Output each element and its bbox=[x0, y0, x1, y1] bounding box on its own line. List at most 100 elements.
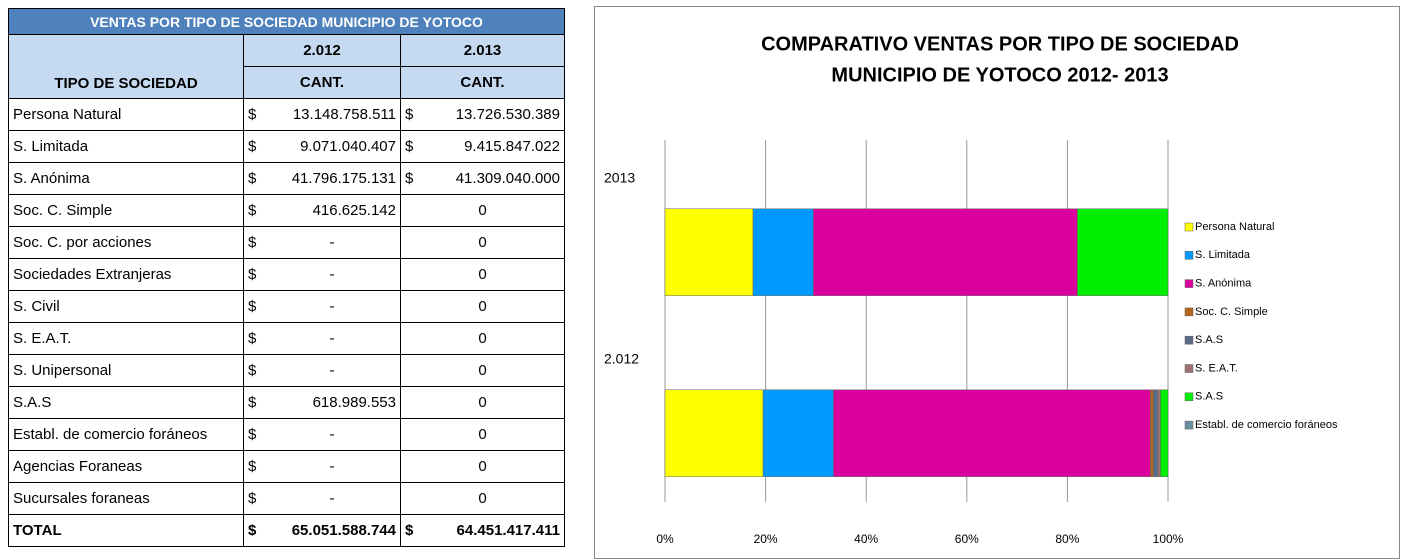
currency-cell: $ bbox=[243, 98, 264, 131]
legend-swatch bbox=[1184, 364, 1194, 373]
value-cell: 13.726.530.389 bbox=[421, 98, 565, 131]
value-cell: - bbox=[264, 482, 401, 515]
table-row: S. E.A.T. $ -0 bbox=[8, 322, 565, 355]
bar-segment bbox=[762, 389, 834, 477]
currency-cell: $ bbox=[243, 386, 264, 419]
type-cell: S. Limitada bbox=[8, 130, 244, 163]
currency-cell: $ bbox=[243, 226, 264, 259]
legend-label: S.A.S bbox=[1195, 391, 1223, 403]
unit-header: CANT. bbox=[400, 66, 565, 99]
value-cell: 416.625.142 bbox=[264, 194, 401, 227]
value-cell: 41.309.040.000 bbox=[421, 162, 565, 195]
value-cell: 0 bbox=[400, 322, 565, 355]
value-cell: 9.415.847.022 bbox=[421, 130, 565, 163]
legend-swatch bbox=[1184, 307, 1194, 317]
year-header: 2.013 bbox=[400, 34, 565, 67]
table-row: Establ. de comercio foráneos $ -0 bbox=[8, 418, 565, 451]
value-cell: 9.071.040.407 bbox=[264, 130, 401, 163]
legend-swatch bbox=[1184, 420, 1194, 430]
value-cell: 13.148.758.511 bbox=[264, 98, 401, 131]
value-cell: 64.451.417.411 bbox=[421, 514, 565, 547]
type-cell: S.A.S bbox=[8, 386, 244, 419]
value-cell: 618.989.553 bbox=[264, 386, 401, 419]
type-cell: Sucursales foraneas bbox=[8, 482, 244, 515]
bar-segment bbox=[664, 208, 754, 296]
x-tick-label: 40% bbox=[854, 532, 878, 546]
currency-cell: $ bbox=[243, 514, 264, 547]
bar-segment bbox=[752, 208, 814, 296]
legend-label: S. Anónima bbox=[1195, 278, 1252, 290]
year-row: TIPO DE SOCIEDAD 2.012 2.013 bbox=[8, 34, 565, 99]
legend-swatch bbox=[1184, 251, 1194, 260]
value-cell: - bbox=[264, 450, 401, 483]
table-row: S. Limitada $9.071.040.407 $9.415.847.022 bbox=[8, 130, 565, 163]
bar-segment bbox=[664, 389, 764, 477]
bar-segment bbox=[833, 389, 1151, 477]
value-cell: 0 bbox=[400, 290, 565, 323]
legend-label: Establ. de comercio foráneos bbox=[1195, 419, 1338, 431]
currency-cell: $ bbox=[399, 130, 422, 163]
type-cell: Sociedades Extranjeras bbox=[8, 258, 244, 291]
value-cell: 0 bbox=[400, 354, 565, 387]
legend-swatch bbox=[1184, 392, 1194, 402]
currency-cell: $ bbox=[243, 290, 264, 323]
table-row: Sociedades Extranjeras $ -0 bbox=[8, 258, 565, 291]
legend-swatch bbox=[1184, 279, 1194, 288]
type-cell: TOTAL bbox=[8, 514, 244, 547]
legend-label: Persona Natural bbox=[1195, 221, 1275, 233]
legend-label: S. E.A.T. bbox=[1195, 362, 1238, 374]
currency-cell: $ bbox=[399, 98, 422, 131]
table-row: Agencias Foraneas $ -0 bbox=[8, 450, 565, 483]
currency-cell: $ bbox=[399, 514, 422, 547]
bar-segment bbox=[1150, 389, 1154, 477]
row-header: TIPO DE SOCIEDAD bbox=[8, 34, 244, 99]
x-tick-label: 60% bbox=[955, 532, 979, 546]
value-cell: - bbox=[264, 418, 401, 451]
unit-row: CANT. CANT. bbox=[9, 66, 565, 99]
value-cell: 0 bbox=[400, 226, 565, 259]
currency-cell: $ bbox=[243, 482, 264, 515]
bar-segment bbox=[1157, 389, 1161, 477]
currency-cell: $ bbox=[243, 322, 264, 355]
title-row: VENTAS POR TIPO DE SOCIEDAD MUNICIPIO DE… bbox=[8, 8, 565, 35]
value-cell: 0 bbox=[400, 194, 565, 227]
bar-segment bbox=[1153, 389, 1159, 477]
table-row: TOTAL $65.051.588.744 $64.451.417.411 bbox=[8, 514, 565, 547]
type-cell: S. Anónima bbox=[8, 162, 244, 195]
value-cell: 0 bbox=[400, 418, 565, 451]
x-tick-label: 20% bbox=[754, 532, 778, 546]
currency-cell: $ bbox=[243, 258, 264, 291]
value-cell: 0 bbox=[400, 386, 565, 419]
x-tick-label: 100% bbox=[1153, 532, 1184, 546]
type-cell: S. Civil bbox=[8, 290, 244, 323]
bar-segment bbox=[813, 208, 1078, 296]
unit-header: CANT. bbox=[243, 66, 401, 99]
value-cell: - bbox=[264, 354, 401, 387]
value-cell: - bbox=[264, 226, 401, 259]
currency-cell: $ bbox=[243, 130, 264, 163]
table-row: S.A.S $618.989.553 0 bbox=[8, 386, 565, 419]
x-tick-label: 80% bbox=[1055, 532, 1079, 546]
table-row: Soc. C. Simple $416.625.142 0 bbox=[8, 194, 565, 227]
type-cell: Establ. de comercio foráneos bbox=[8, 418, 244, 451]
table-row: Sucursales foraneas $ -0 bbox=[8, 482, 565, 515]
table-title: VENTAS POR TIPO DE SOCIEDAD MUNICIPIO DE… bbox=[8, 8, 565, 35]
legend-swatch bbox=[1184, 335, 1194, 345]
value-cell: - bbox=[264, 322, 401, 355]
type-cell: S. E.A.T. bbox=[8, 322, 244, 355]
currency-cell: $ bbox=[243, 194, 264, 227]
value-cell: - bbox=[264, 290, 401, 323]
chart: COMPARATIVO VENTAS POR TIPO DE SOCIEDAD … bbox=[594, 6, 1400, 559]
chart-title: COMPARATIVO VENTAS POR TIPO DE SOCIEDAD bbox=[761, 33, 1239, 55]
type-cell: Soc. C. Simple bbox=[8, 194, 244, 227]
currency-cell: $ bbox=[243, 162, 264, 195]
value-cell: 0 bbox=[400, 450, 565, 483]
legend-label: S.A.S bbox=[1195, 334, 1223, 346]
currency-cell: $ bbox=[243, 354, 264, 387]
value-cell: 65.051.588.744 bbox=[264, 514, 401, 547]
y-tick-label: 2.012 bbox=[604, 350, 639, 366]
bar-segment bbox=[1077, 208, 1169, 296]
y-tick-label: 2013 bbox=[604, 169, 635, 185]
value-cell: 41.796.175.131 bbox=[264, 162, 401, 195]
